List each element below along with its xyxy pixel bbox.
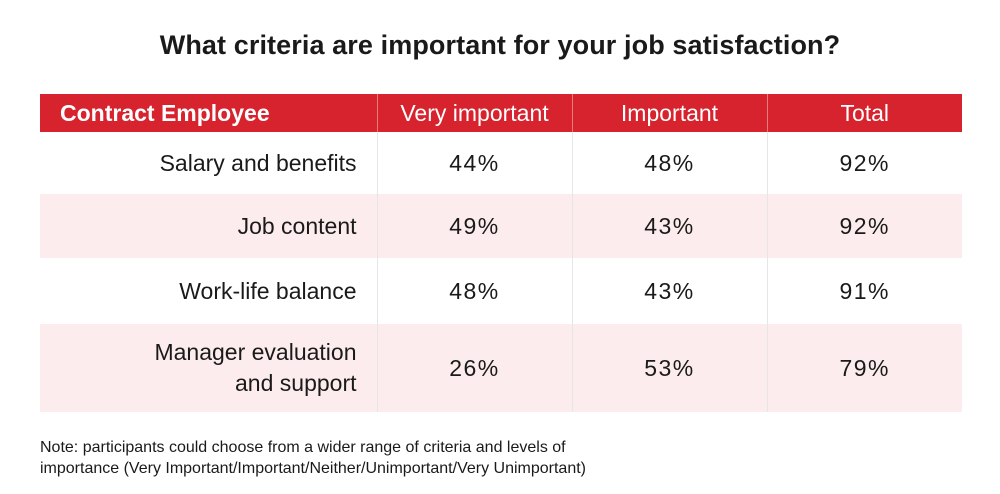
row-label: Manager evaluation and support [40, 324, 377, 412]
chart-title: What criteria are important for your job… [159, 30, 841, 60]
header-very-important: Very important [376, 94, 572, 132]
table-row: Salary and benefits 44% 48% 92% [40, 132, 962, 194]
header-row: Contract Employee Very important Importa… [40, 94, 962, 132]
footnote-line-2: importance (Very Important/Important/Nei… [40, 460, 586, 477]
total-value: 92% [766, 194, 962, 258]
important-value: 48% [571, 132, 767, 194]
very-important-value: 44% [376, 132, 572, 194]
footnote-line-1: Note: participants could choose from a w… [40, 439, 566, 456]
table-row: Job content 49% 43% 92% [40, 194, 962, 258]
row-label: Work-life balance [40, 258, 377, 324]
total-value: 79% [766, 324, 962, 412]
important-value: 43% [571, 258, 767, 324]
row-label: Salary and benefits [40, 132, 377, 194]
important-value: 53% [571, 324, 767, 412]
header-important: Important [571, 94, 767, 132]
very-important-value: 48% [376, 258, 572, 324]
total-value: 92% [766, 132, 962, 194]
important-value: 43% [571, 194, 767, 258]
table-row: Manager evaluation and support 26% 53% 7… [40, 324, 962, 412]
very-important-value: 49% [376, 194, 572, 258]
table-row: Work-life balance 48% 43% 91% [40, 258, 962, 324]
very-important-value: 26% [376, 324, 572, 412]
header-total: Total [766, 94, 962, 132]
total-value: 91% [766, 258, 962, 324]
footnote: Note: participants could choose from a w… [40, 437, 960, 479]
header-contract-employee: Contract Employee [40, 94, 377, 132]
row-label: Job content [40, 194, 377, 258]
satisfaction-table: Contract Employee Very important Importa… [40, 94, 962, 412]
